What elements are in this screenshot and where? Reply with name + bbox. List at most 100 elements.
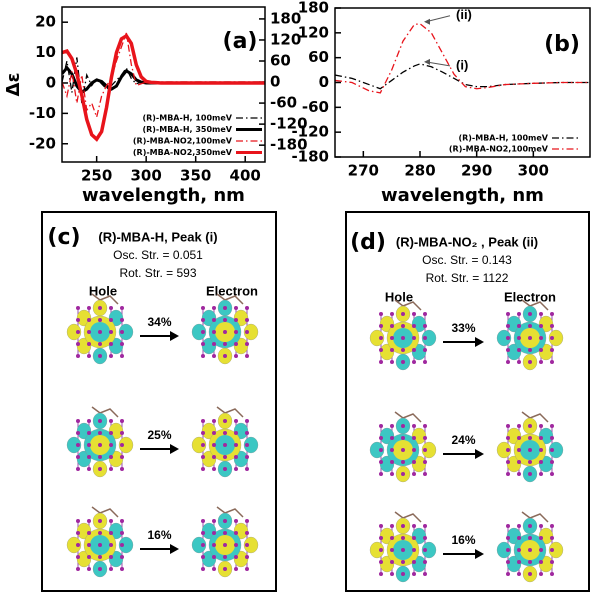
lattice-atom: [390, 548, 394, 552]
lattice-atom: [401, 336, 405, 340]
y2-tick-label: 180: [270, 9, 301, 27]
lattice-atom: [412, 448, 416, 452]
orbital-lobe: [243, 323, 259, 341]
lattice-atom: [517, 548, 521, 552]
lattice-atom: [506, 348, 510, 352]
lattice-atom: [506, 336, 510, 340]
lattice-atom: [223, 443, 227, 447]
lattice-atom: [506, 360, 510, 364]
orbital-lobe: [191, 436, 207, 454]
y2-tick-label: -180: [270, 136, 308, 154]
x-tick-label: 250: [81, 167, 112, 185]
lattice-atom: [550, 324, 554, 328]
x-tick-label: 300: [518, 162, 549, 180]
lattice-atom: [109, 354, 113, 358]
ligand: [521, 511, 549, 523]
lattice-atom: [98, 531, 102, 535]
lattice-atom: [517, 572, 521, 576]
plot-frame: [334, 7, 591, 158]
lattice-atom: [234, 467, 238, 471]
lattice-atom: [109, 467, 113, 471]
lattice-atom: [87, 330, 91, 334]
lattice-atom: [528, 360, 532, 364]
lattice-atom: [98, 342, 102, 346]
lattice-atom: [379, 572, 383, 576]
lattice-atom: [245, 354, 249, 358]
lattice-atom: [412, 336, 416, 340]
lattice-atom: [423, 324, 427, 328]
orbital-lobe: [191, 536, 207, 554]
lattice-atom: [517, 336, 521, 340]
legend-label: (R)-MBA-NO2,350meV: [133, 148, 233, 157]
lattice-atom: [539, 460, 543, 464]
orbital-lobe: [118, 536, 134, 554]
lattice-atom: [87, 431, 91, 435]
lattice-atom: [98, 306, 102, 310]
lattice-atom: [98, 443, 102, 447]
lattice-atom: [528, 548, 532, 552]
lattice-atom: [98, 354, 102, 358]
lattice-atom: [401, 472, 405, 476]
lattice-atom: [76, 330, 80, 334]
lattice-atom: [550, 472, 554, 476]
lattice-atom: [120, 567, 124, 571]
lattice-atom: [379, 436, 383, 440]
lattice-atom: [423, 548, 427, 552]
lattice-atom: [550, 548, 554, 552]
y-axis-label: Δε: [3, 73, 24, 97]
lattice-atom: [423, 360, 427, 364]
y2-tick-label: 60: [270, 52, 291, 70]
lattice-atom: [212, 318, 216, 322]
lattice-atom: [379, 324, 383, 328]
lattice-atom: [245, 467, 249, 471]
lattice-atom: [401, 360, 405, 364]
lattice-atom: [201, 419, 205, 423]
lattice-atom: [76, 354, 80, 358]
lattice-atom: [390, 312, 394, 316]
ligand: [394, 511, 422, 523]
lattice-atom: [412, 436, 416, 440]
lattice-atom: [109, 342, 113, 346]
ligand: [394, 299, 422, 311]
lattice-atom: [517, 424, 521, 428]
lattice-atom: [234, 455, 238, 459]
osc-strength: Osc. Str. = 0.051: [113, 248, 203, 262]
lattice-atom: [87, 443, 91, 447]
lattice-atom: [76, 306, 80, 310]
series-line: [62, 57, 265, 104]
lattice-atom: [109, 567, 113, 571]
orbital-lobe: [369, 541, 385, 559]
ligand: [91, 506, 119, 518]
lattice-atom: [517, 360, 521, 364]
lattice-atom: [412, 572, 416, 576]
lattice-atom: [212, 455, 216, 459]
lattice-atom: [379, 448, 383, 452]
lattice-atom: [76, 555, 80, 559]
lattice-atom: [76, 519, 80, 523]
lattice-atom: [390, 336, 394, 340]
hole-label: Hole: [385, 289, 413, 304]
lattice-atom: [528, 472, 532, 476]
lattice-atom: [528, 324, 532, 328]
lattice-atom: [98, 419, 102, 423]
y2-tick-label: -120: [270, 115, 308, 133]
lattice-atom: [120, 455, 124, 459]
lattice-atom: [423, 560, 427, 564]
lattice-atom: [423, 336, 427, 340]
x-tick-label: 400: [230, 167, 261, 185]
lattice-atom: [245, 555, 249, 559]
lattice-atom: [201, 354, 205, 358]
lattice-atom: [390, 524, 394, 528]
lattice-atom: [120, 531, 124, 535]
transition-weight: 33%: [451, 321, 475, 335]
lattice-atom: [390, 436, 394, 440]
lattice-atom: [76, 455, 80, 459]
transition-arrowhead: [475, 449, 484, 459]
lattice-atom: [401, 324, 405, 328]
lattice-atom: [120, 318, 124, 322]
lattice-atom: [223, 354, 227, 358]
orbital-lobe: [496, 541, 512, 559]
lattice-atom: [201, 330, 205, 334]
lattice-atom: [401, 436, 405, 440]
lattice-atom: [390, 424, 394, 428]
